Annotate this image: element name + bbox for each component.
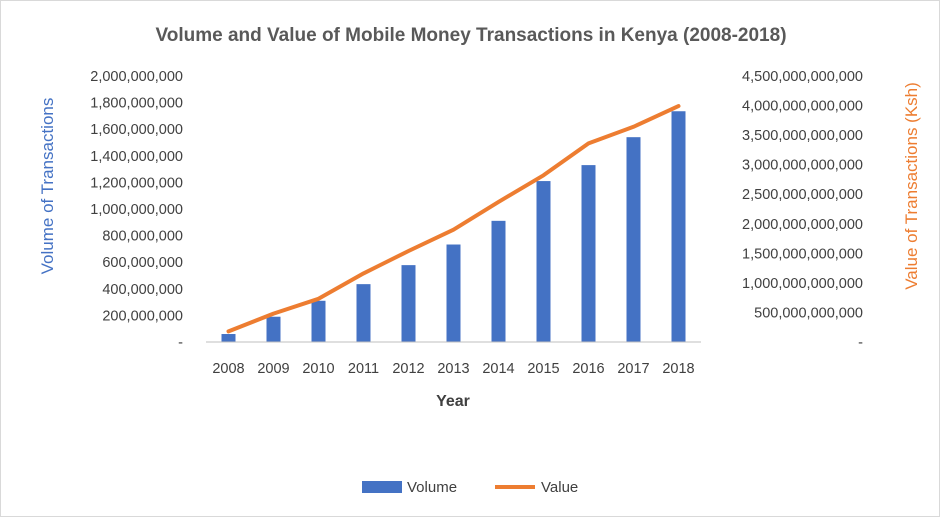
left-y-tick-label: 600,000,000: [102, 255, 183, 271]
y-axis-label-left: Volume of Transactions: [38, 98, 57, 275]
right-y-tick-label: 3,500,000,000,000: [742, 128, 863, 144]
x-tick-label: 2015: [527, 361, 559, 377]
bar-volume-2013: [446, 244, 461, 342]
legend-label-value: Value: [541, 479, 578, 496]
left-y-tick-label: 800,000,000: [102, 229, 183, 245]
right-y-tick-label: 2,500,000,000,000: [742, 187, 863, 203]
bar-volume-2011: [356, 284, 371, 342]
left-y-tick-label: 1,800,000,000: [90, 96, 183, 112]
x-axis-label: Year: [436, 393, 470, 410]
bar-volume-2016: [581, 165, 596, 342]
bar-volume-2018: [671, 111, 686, 343]
legend: Volume Value: [362, 479, 578, 496]
x-tick-label: 2012: [392, 361, 424, 377]
x-tick-label: 2009: [257, 361, 289, 377]
bar-series-volume: [221, 111, 686, 343]
x-tick-label: 2017: [617, 361, 649, 377]
left-y-tick-label: -: [178, 335, 183, 351]
bar-volume-2014: [491, 220, 506, 342]
x-tick-label: 2016: [572, 361, 604, 377]
bar-volume-2015: [536, 181, 551, 342]
bar-volume-2008: [221, 334, 236, 342]
left-y-tick-label: 2,000,000,000: [90, 69, 183, 85]
x-tick-label: 2008: [212, 361, 244, 377]
bar-volume-2017: [626, 137, 641, 342]
chart-title: Volume and Value of Mobile Money Transac…: [155, 25, 786, 46]
left-y-tick-label: 200,000,000: [102, 308, 183, 324]
right-y-tick-label: 3,000,000,000,000: [742, 158, 863, 174]
right-y-tick-label: 2,000,000,000,000: [742, 217, 863, 233]
x-tick-label: 2014: [482, 361, 514, 377]
bar-volume-2012: [401, 265, 416, 342]
bar-volume-2010: [311, 300, 326, 342]
x-tick-label: 2011: [348, 361, 379, 377]
left-y-tick-label: 1,200,000,000: [90, 175, 183, 191]
right-y-tick-label: 500,000,000,000: [754, 305, 863, 321]
left-y-tick-label: 1,000,000,000: [90, 202, 183, 218]
right-y-tick-label: 4,000,000,000,000: [742, 99, 863, 115]
right-y-tick-label: 1,500,000,000,000: [742, 246, 863, 262]
x-axis-ticks: 2008 2009 2010 2011 2012 2013 2014 2015 2016 2017…: [212, 361, 694, 377]
legend-swatch-volume: [362, 481, 402, 493]
right-y-axis-ticks: - 500,000,000,000 1,000,000,000,000 1,500,0…: [742, 69, 863, 351]
bar-volume-2009: [266, 316, 281, 342]
x-tick-label: 2018: [662, 361, 694, 377]
y-axis-label-right: Value of Transactions (Ksh): [902, 82, 921, 290]
left-y-axis-ticks: - 200,000,000 400,000,000 600,000,000 800,00…: [90, 69, 183, 351]
right-y-tick-label: -: [858, 335, 863, 351]
right-y-tick-label: 4,500,000,000,000: [742, 69, 863, 85]
left-y-tick-label: 400,000,000: [102, 282, 183, 298]
right-y-tick-label: 1,000,000,000,000: [742, 276, 863, 292]
line-series-value: [226, 104, 681, 334]
left-y-tick-label: 1,600,000,000: [90, 122, 183, 138]
x-tick-label: 2010: [302, 361, 334, 377]
left-y-tick-label: 1,400,000,000: [90, 149, 183, 165]
x-tick-label: 2013: [437, 361, 469, 377]
legend-label-volume: Volume: [407, 479, 457, 496]
